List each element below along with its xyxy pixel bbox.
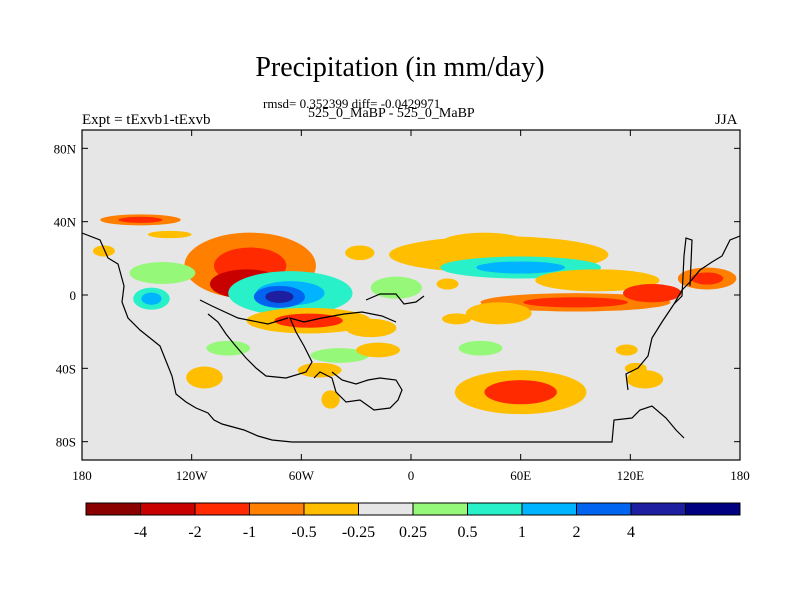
x-tick-label: 120W: [176, 468, 209, 483]
colorbar-swatch: [630, 502, 686, 516]
colorbar-label: 4: [627, 524, 635, 541]
x-tick-label: 180: [730, 468, 750, 483]
colorbar-swatch: [467, 502, 523, 516]
precip-anomaly: [345, 245, 375, 261]
x-tick-label: 0: [408, 468, 415, 483]
precip-anomaly: [440, 232, 528, 255]
season-label: JJA: [715, 112, 738, 128]
colorbar-label: 0.5: [458, 524, 478, 541]
precip-anomaly: [623, 284, 682, 303]
precip-anomaly: [129, 262, 196, 284]
precip-anomaly: [615, 344, 638, 356]
colorbar-swatch: [685, 502, 741, 516]
experiment-label: Expt = tExvb1-tExvb: [82, 112, 211, 128]
y-tick-label: 40S: [56, 361, 76, 376]
coastline-outline: [365, 293, 425, 305]
coastline-outline: [625, 235, 740, 391]
experiment-name: 525_0_MaBP - 525_0_MaBP: [308, 106, 475, 121]
precip-anomaly-core: [141, 292, 162, 305]
coastline-outline: [199, 299, 289, 325]
colorbar-swatch: [85, 502, 141, 516]
precip-anomaly: [310, 348, 369, 363]
y-tick-label: 40N: [54, 215, 77, 230]
x-tick-label: 60E: [510, 468, 531, 483]
precip-anomaly: [147, 230, 192, 239]
plot-title: Precipitation (in mm/day): [255, 52, 545, 83]
colorbar-swatch: [358, 502, 414, 516]
coastline-outline: [313, 371, 403, 411]
precip-anomaly: [626, 370, 664, 389]
coastline-outline: [673, 237, 693, 305]
colorbar-label: -4: [134, 524, 147, 541]
precip-anomaly: [92, 245, 115, 257]
colorbar-label: 0.25: [399, 524, 427, 541]
precip-anomaly-core: [523, 297, 628, 308]
colorbar-label: -1: [243, 524, 256, 541]
precip-anomaly-core: [691, 272, 724, 285]
anomaly-layer: [82, 214, 740, 443]
precip-anomaly: [535, 269, 660, 292]
precip-anomaly: [356, 342, 401, 358]
coastline-outline: [82, 232, 685, 443]
precip-anomaly-core: [265, 290, 294, 303]
precip-anomaly: [321, 390, 340, 409]
precip-anomaly: [458, 340, 503, 356]
colorbar-label: 2: [573, 524, 581, 541]
x-tick-label: 120E: [617, 468, 645, 483]
colorbar-swatch: [249, 502, 305, 516]
precip-anomaly: [436, 278, 459, 290]
precip-anomaly-core: [476, 261, 565, 274]
colorbar-swatch: [303, 502, 359, 516]
precip-anomaly: [206, 340, 251, 356]
colorbar-swatch: [576, 502, 632, 516]
precip-anomaly: [297, 362, 342, 378]
y-tick-label: 80S: [56, 435, 76, 450]
colorbar-label: -0.25: [342, 524, 375, 541]
x-tick-label: 60W: [289, 468, 315, 483]
colorbar-label: -0.5: [291, 524, 316, 541]
precip-anomaly: [624, 362, 647, 374]
precip-anomaly: [465, 302, 532, 325]
precip-anomaly-core: [484, 380, 557, 405]
x-tick-label: 180: [72, 468, 92, 483]
precip-anomaly: [370, 276, 422, 299]
y-tick-label: 0: [70, 288, 77, 303]
colorbar-swatch: [140, 502, 196, 516]
y-tick-label: 80N: [54, 141, 77, 156]
precip-anomaly-core: [118, 216, 163, 223]
precip-anomaly: [345, 318, 397, 338]
precip-anomaly: [442, 313, 472, 325]
colorbar-swatch: [194, 502, 250, 516]
colorbar-swatch: [412, 502, 468, 516]
colorbar-swatch: [521, 502, 577, 516]
colorbar-label: 1: [518, 524, 526, 541]
stats-line: rmsd= 0.352399 diff= -0.0429971: [263, 96, 441, 111]
colorbar-label: -2: [188, 524, 201, 541]
coastline-outline: [207, 311, 397, 379]
precip-anomaly: [186, 366, 223, 389]
